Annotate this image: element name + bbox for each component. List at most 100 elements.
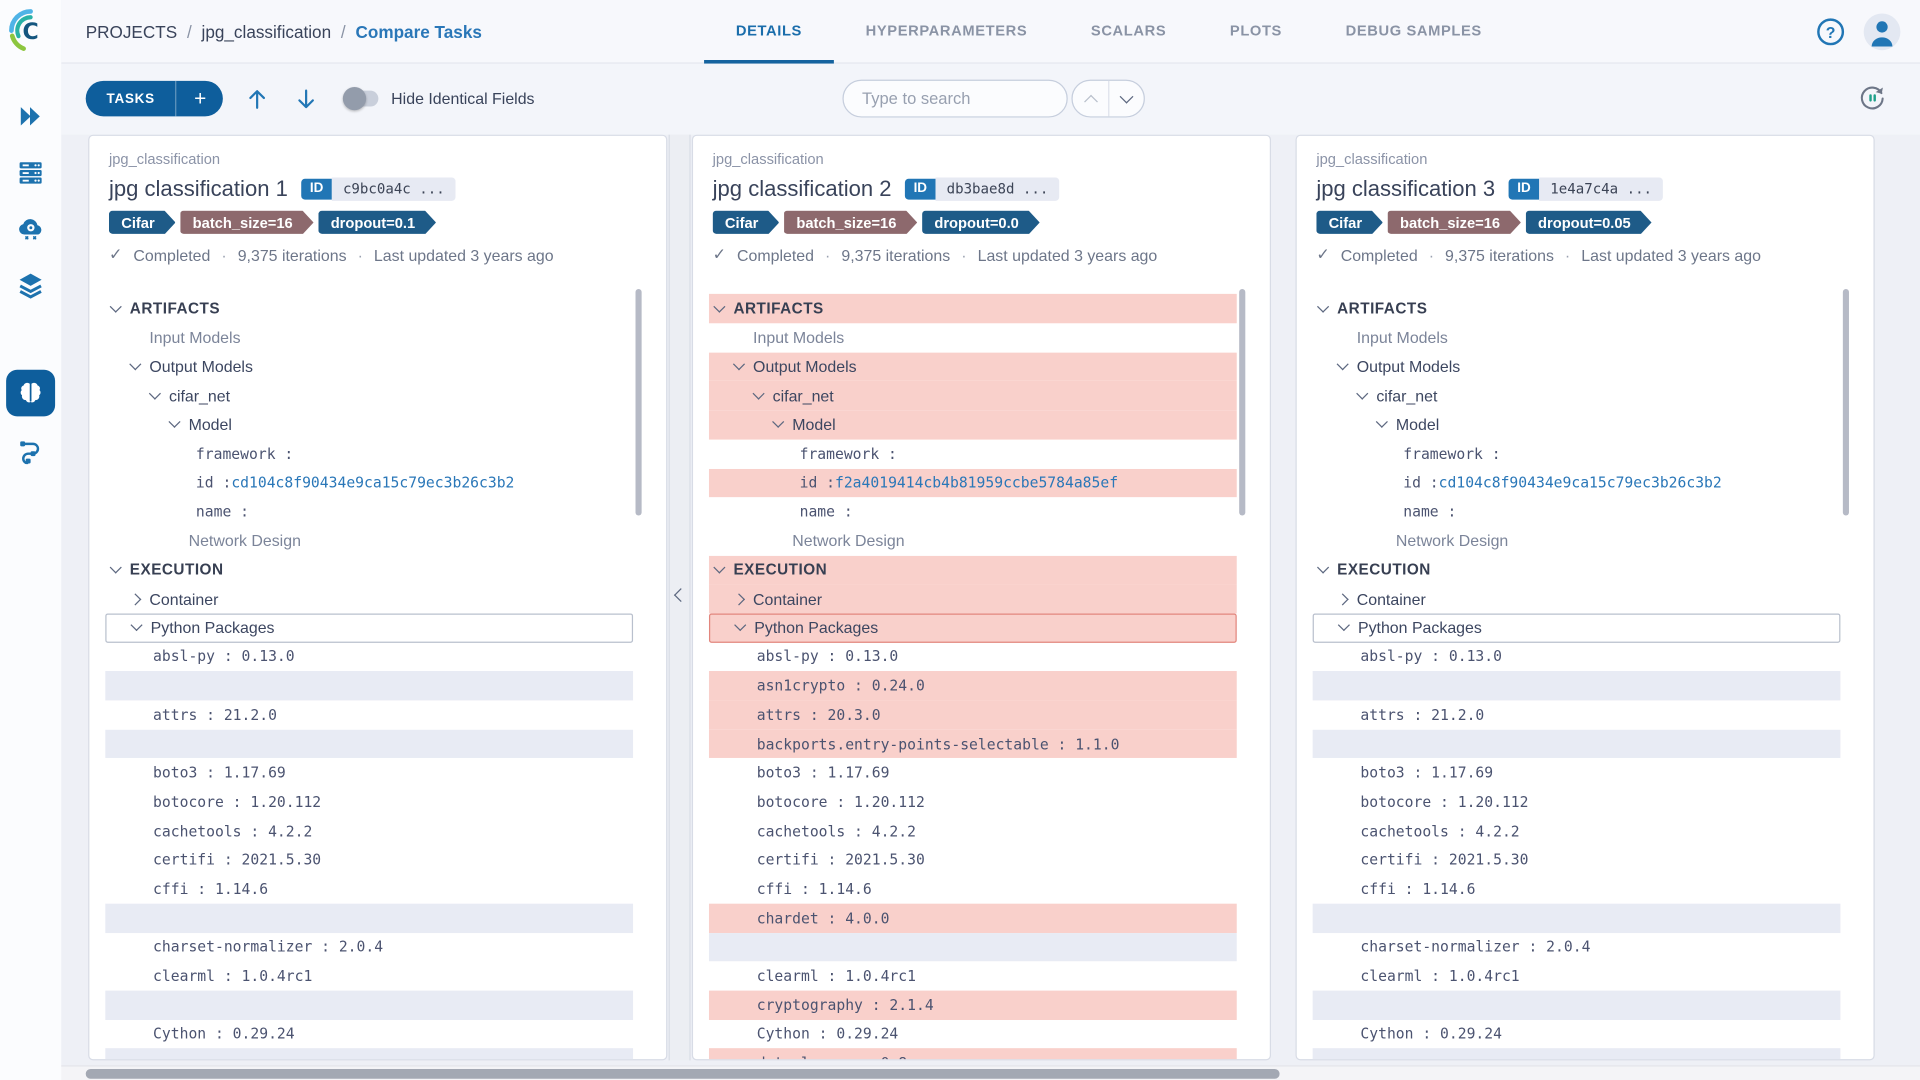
task-id-badge[interactable]: ID c9bc0a4c ...	[301, 177, 456, 201]
tree-section-row[interactable]: ARTIFACTS	[1313, 294, 1841, 323]
chevron-right-icon	[129, 592, 142, 605]
id-badge-value: db3bae8d ...	[935, 177, 1060, 201]
tree-row-label: Container	[753, 589, 823, 609]
tree-field-row: absl-py : 0.13.0	[105, 642, 633, 671]
search-input[interactable]	[862, 89, 1079, 108]
chevron-down-icon	[1316, 300, 1330, 313]
clearml-logo-icon[interactable]: C	[7, 7, 54, 54]
tree-item-row[interactable]: Container	[708, 584, 1237, 614]
sidebar-item-layers-icon[interactable]	[6, 262, 55, 309]
task-id-badge[interactable]: ID 1e4a7c4a ...	[1508, 177, 1664, 201]
sidebar-item-server-rack-icon[interactable]	[6, 149, 55, 196]
tab-debug-samples[interactable]: DEBUG SAMPLES	[1345, 21, 1482, 39]
tree-row-label: dataclasses : 0.8	[757, 1054, 907, 1059]
model-id-link[interactable]: cd104c8f90434e9ca15c79ec3b26c3b2	[1438, 474, 1722, 492]
task-card-header: jpg_classification jpg classification 1 ID…	[89, 136, 666, 265]
tree-row-label: clearml : 1.0.4rc1	[1360, 967, 1520, 985]
tree-field-row: Cython : 0.29.24	[709, 1019, 1237, 1048]
tree-item-row[interactable]: cifar_net	[708, 381, 1237, 411]
tree-item-row[interactable]: Model	[105, 410, 633, 439]
prev-diff-button[interactable]	[243, 84, 272, 113]
vertical-scrollbar-thumb[interactable]	[1239, 288, 1246, 516]
vertical-scrollbar-thumb[interactable]	[635, 288, 642, 516]
tree-item-row[interactable]: Python Packages	[105, 613, 634, 643]
sidebar-item-brain-icon[interactable]	[6, 369, 56, 417]
tree-section-row[interactable]: EXECUTION	[105, 555, 633, 584]
breadcrumb-item[interactable]: jpg_classification	[201, 22, 332, 42]
tab-plots[interactable]: PLOTS	[1229, 21, 1282, 39]
tree-item-row[interactable]: Output Models	[105, 352, 633, 381]
tree-section-row[interactable]: EXECUTION	[1313, 555, 1841, 584]
task-tag: dropout=0.05	[1526, 211, 1652, 235]
tree-row-label: Python Packages	[1357, 618, 1482, 638]
next-diff-button[interactable]	[292, 84, 321, 113]
model-id-link[interactable]: cd104c8f90434e9ca15c79ec3b26c3b2	[231, 474, 515, 492]
tree-item-row[interactable]: Output Models	[708, 352, 1237, 382]
avatar[interactable]	[1863, 13, 1901, 51]
task-tags: Cifar batch_size=16 dropout=0.05	[1316, 211, 1854, 235]
tree-item-row[interactable]: Python Packages	[708, 613, 1237, 643]
tree-section-row[interactable]: ARTIFACTS	[105, 294, 633, 323]
chevron-down-icon	[1336, 358, 1349, 371]
tree-item-row[interactable]: Python Packages	[1312, 613, 1841, 643]
tree-field-row: chardet : 4.0.0	[708, 903, 1237, 933]
tasks-split-button[interactable]: TASKS +	[85, 80, 224, 117]
task-tag: Cifar	[713, 211, 780, 235]
sidebar-item-cloud-gear-icon[interactable]	[6, 206, 55, 253]
missing-field-row	[105, 990, 634, 1020]
search-next-button[interactable]	[1108, 80, 1144, 117]
tree-item-row[interactable]: Model	[1313, 410, 1841, 439]
horizontal-scrollbar-thumb[interactable]	[85, 1068, 1280, 1079]
tree-field-row: Cython : 0.29.24	[105, 1019, 633, 1048]
tree-item-row[interactable]: cifar_net	[1313, 381, 1841, 410]
sidebar-nav	[0, 93, 61, 473]
status-text: Completed	[1340, 245, 1418, 265]
task-status-row: ✓ Completed · 9,375 iterations · Last updated…	[713, 245, 1251, 265]
toggle-knob	[343, 86, 367, 111]
tree-section-row[interactable]: EXECUTION	[708, 555, 1237, 585]
task-project-name: jpg_classification	[108, 150, 221, 168]
task-status-row: ✓ Completed · 9,375 iterations · Last updated…	[1316, 245, 1854, 265]
breadcrumb-item[interactable]: PROJECTS	[85, 22, 178, 42]
model-id-link[interactable]: f2a4019414cb4b81959ccbe5784a85ef	[834, 474, 1119, 492]
tree-section-row[interactable]: ARTIFACTS	[708, 294, 1237, 324]
chevron-down-icon	[168, 416, 181, 429]
task-status-row: ✓ Completed · 9,375 iterations · Last updated…	[109, 245, 647, 265]
vertical-scrollbar-thumb[interactable]	[1842, 288, 1849, 516]
tree-field-row: Network Design	[105, 526, 633, 555]
task-tag: batch_size=16	[1388, 211, 1521, 235]
tree-row-label: EXECUTION	[733, 561, 828, 579]
hide-identical-toggle[interactable]	[343, 86, 379, 111]
collapse-divider	[668, 134, 691, 1061]
add-task-button[interactable]: +	[194, 86, 207, 110]
iterations-text: 9,375 iterations	[237, 245, 347, 265]
tree-row-label: EXECUTION	[129, 561, 224, 579]
tree-item-row[interactable]: Model	[708, 410, 1237, 440]
tree-row-label: charset-normalizer : 2.0.4	[153, 938, 384, 956]
sidebar-item-pipeline-icon[interactable]	[6, 426, 55, 473]
columns-area: jpg_classification jpg classification 1 ID…	[0, 134, 1920, 1061]
search-prev-button[interactable]	[1073, 81, 1109, 117]
auto-refresh-icon[interactable]	[1856, 82, 1888, 114]
tasks-button[interactable]: TASKS	[86, 80, 177, 117]
breadcrumb-item[interactable]: Compare Tasks	[355, 22, 482, 42]
tree-field-row: framework :	[709, 439, 1237, 468]
tab-scalars[interactable]: SCALARS	[1090, 21, 1167, 39]
tab-details[interactable]: DETAILS	[704, 0, 834, 64]
help-icon[interactable]	[1817, 18, 1845, 46]
last-updated-text: Last updated 3 years ago	[1581, 245, 1761, 265]
tab-hyperparameters[interactable]: HYPERPARAMETERS	[865, 21, 1028, 39]
tree-item-row[interactable]: cifar_net	[105, 381, 633, 410]
tree-row-label: name :	[1403, 503, 1457, 521]
task-card: jpg_classification jpg classification 1 ID…	[88, 134, 668, 1061]
sidebar-item-double-chevron-icon[interactable]	[6, 93, 55, 140]
tree-item-row[interactable]: Container	[105, 584, 633, 613]
tree-row-label: cffi : 1.14.6	[756, 880, 872, 898]
tree-row-label: cffi : 1.14.6	[153, 880, 269, 898]
tree-item-row[interactable]: Output Models	[1313, 352, 1841, 381]
task-id-badge[interactable]: ID db3bae8d ...	[904, 177, 1060, 201]
collapse-left-icon[interactable]	[673, 588, 688, 603]
tree-item-row[interactable]: Container	[1313, 584, 1841, 613]
tree-field-row: absl-py : 0.13.0	[1313, 642, 1841, 671]
separator-dot: ·	[1564, 245, 1571, 265]
